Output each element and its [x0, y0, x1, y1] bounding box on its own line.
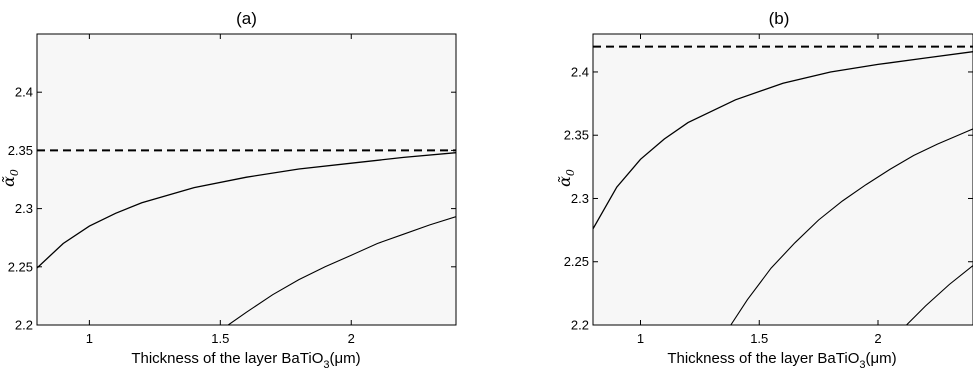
- series-line-3: [906, 265, 973, 325]
- x-tick-label: 1: [637, 331, 644, 346]
- y-tick-label: 2.3: [15, 201, 33, 216]
- y-tick-label: 2.3: [571, 191, 589, 206]
- x-axis-label-sub: 3: [859, 359, 865, 371]
- chart-title: (a): [236, 9, 257, 28]
- y-tick-label: 2.35: [8, 143, 33, 158]
- chart-panel-b: 1 1.5 2 2.2 2.25 2.3 2.35 2.4 (b) Thickness of …: [555, 9, 973, 371]
- y-axis-label-sub: 0: [8, 169, 21, 176]
- x-axis-label-sub: 3: [323, 359, 329, 371]
- y-axis-label-main: α̃: [0, 176, 18, 187]
- axes-frame: [36, 33, 457, 326]
- plot-area: [593, 34, 973, 325]
- x-axis-label-main: Thickness of the layer BaTiO: [131, 350, 323, 367]
- series-line-2: [227, 216, 456, 325]
- y-tick-label: 2.4: [15, 85, 33, 100]
- tick-layer: 1 1.5 2 2.2 2.25 2.3 2.35 2.4: [564, 34, 973, 346]
- x-axis-label-unit: (μm): [866, 350, 897, 367]
- x-axis-label-unit: (μm): [330, 350, 361, 367]
- series-line-1: [37, 152, 456, 269]
- y-axis-label-sub: 0: [564, 169, 577, 176]
- chart-panel-a: 1 1.5 2 2.2 2.25 2.3 2.35 2.4 (a) Thickness of …: [0, 9, 457, 371]
- series-line-2: [730, 128, 973, 325]
- tick-layer: 1 1.5 2 2.2 2.25 2.3 2.35 2.4: [8, 34, 456, 346]
- y-tick-label: 2.25: [8, 259, 33, 274]
- axes-frame: [592, 33, 973, 326]
- y-axis-label-main: α̃: [555, 176, 574, 187]
- y-tick-label: 2.2: [15, 318, 33, 333]
- x-tick-label: 2: [874, 331, 881, 346]
- series-layer: [37, 152, 456, 325]
- y-tick-label: 2.4: [571, 64, 589, 79]
- plot-area: [37, 34, 456, 325]
- x-axis-label: Thickness of the layer BaTiO3(μm): [667, 350, 896, 371]
- x-tick-label: 1: [86, 331, 93, 346]
- y-tick-label: 2.35: [564, 128, 589, 143]
- x-tick-label: 1.5: [750, 331, 768, 346]
- x-tick-label: 2: [348, 331, 355, 346]
- y-tick-label: 2.25: [564, 254, 589, 269]
- chart-title: (b): [769, 9, 790, 28]
- series-layer: [593, 51, 973, 325]
- y-axis-label: α̃0: [555, 169, 577, 187]
- x-axis-label: Thickness of the layer BaTiO3(μm): [131, 350, 360, 371]
- y-tick-label: 2.2: [571, 318, 589, 333]
- series-line-1: [593, 51, 973, 230]
- x-axis-label-main: Thickness of the layer BaTiO: [667, 350, 859, 367]
- x-tick-label: 1.5: [211, 331, 229, 346]
- y-axis-label: α̃0: [0, 169, 21, 187]
